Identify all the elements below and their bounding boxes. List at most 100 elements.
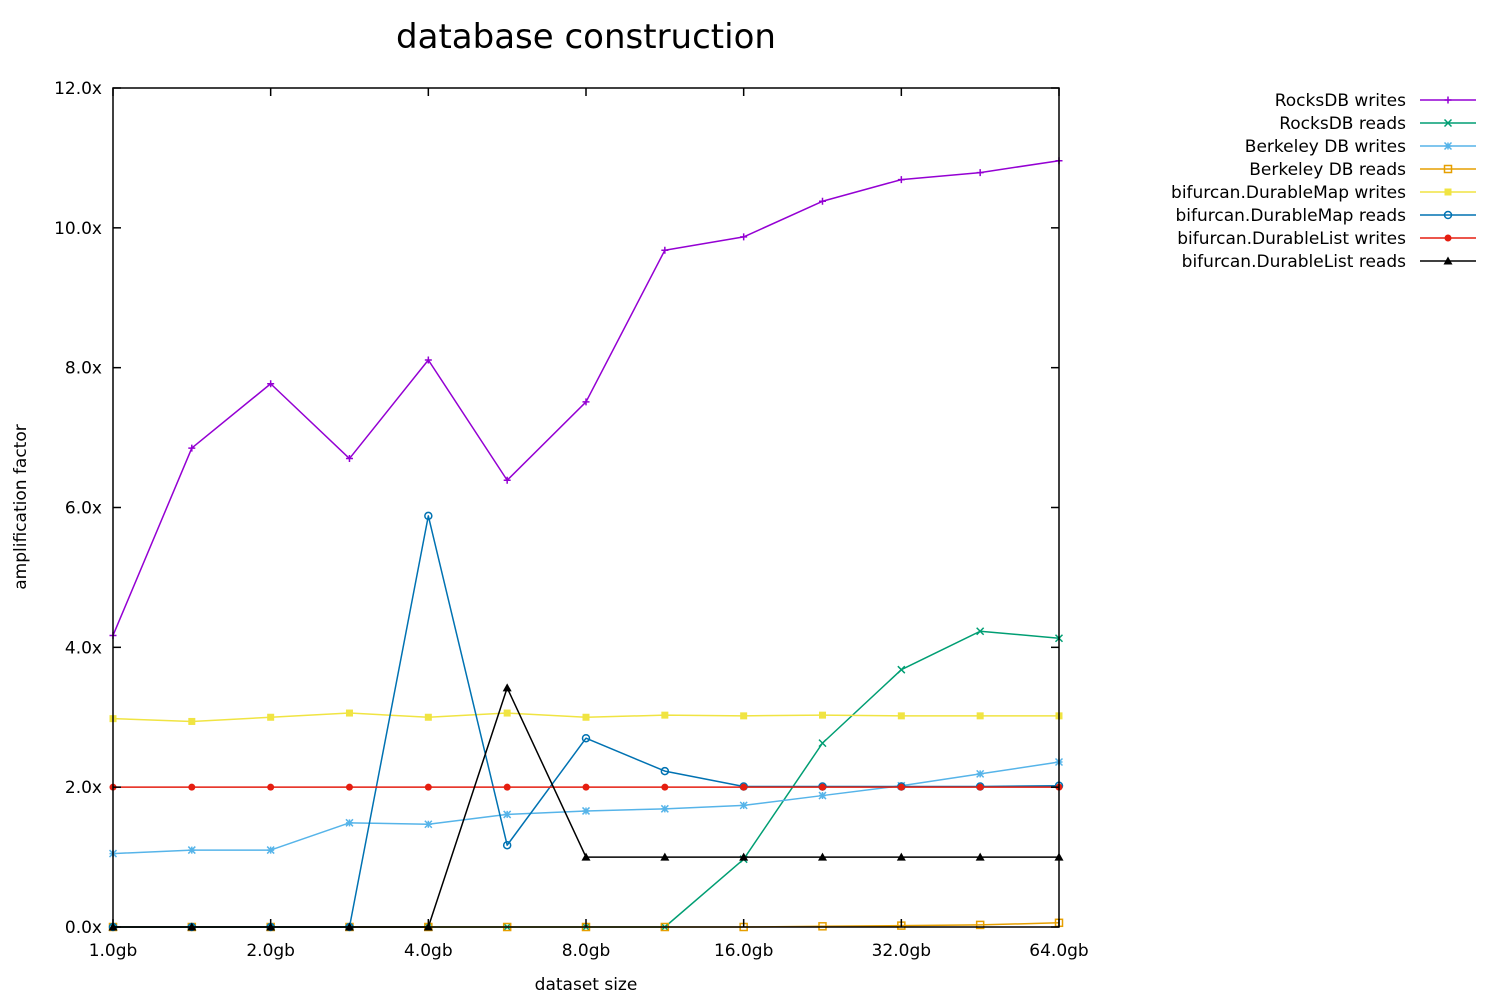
data-point-bifurcan-durablemap-reads: [660, 766, 670, 776]
legend-entry-berkeley-db-writes: Berkeley DB writes: [1245, 137, 1476, 157]
legend-swatch-marker: [1443, 118, 1453, 128]
data-point-rocksdb-writes: [267, 380, 275, 388]
legend-label: RocksDB reads: [1279, 114, 1406, 134]
legend-swatch-marker: [1443, 164, 1453, 174]
legend-label: bifurcan.DurableMap writes: [1171, 183, 1406, 203]
y-axis-label: amplification factor: [11, 424, 31, 589]
x-tick-label: 2.0gb: [246, 941, 295, 961]
data-point-bifurcan-durablelist-writes: [345, 783, 353, 791]
series-layer: [108, 157, 1064, 932]
data-point-bifurcan-durablelist-reads: [502, 683, 512, 692]
data-point-bifurcan-durablemap-writes: [188, 717, 196, 725]
data-point-bifurcan-durablelist-writes: [267, 783, 275, 791]
legend-label: bifurcan.DurableList reads: [1182, 252, 1406, 272]
data-point-bifurcan-durablelist-reads: [975, 852, 985, 861]
series-berkeley-db-writes: [108, 757, 1064, 858]
y-tick-label: 0.0x: [65, 918, 102, 938]
data-point-rocksdb-writes: [582, 398, 590, 406]
x-axis-label: dataset size: [535, 975, 638, 995]
data-point-bifurcan-durablelist-writes: [582, 783, 590, 791]
data-point-rocksdb-writes: [503, 476, 511, 484]
legend-swatch-marker: [1444, 96, 1452, 104]
data-point-berkeley-db-writes: [266, 846, 275, 855]
axis-layer: 0.0x 2.0x 4.0x 6.0x 8.0x 10.0x 12.0x 1.0gb 2.0gb…: [54, 79, 1089, 961]
series-line-bifurcan-durablemap-reads: [113, 515, 1060, 928]
chart-title: database construction: [396, 17, 776, 57]
data-point-bifurcan-durablemap-writes: [582, 713, 590, 721]
series-rocksdb-reads: [108, 627, 1064, 932]
data-point-bifurcan-durablelist-writes: [661, 783, 669, 791]
data-point-bifurcan-durablemap-writes: [424, 713, 432, 721]
data-point-bifurcan-durablemap-writes: [503, 709, 511, 717]
legend-entry-bifurcan-durablelist-reads: bifurcan.DurableList reads: [1182, 252, 1476, 272]
data-point-rocksdb-reads: [897, 665, 906, 674]
series-bifurcan-durablemap-writes: [109, 709, 1063, 725]
data-point-bifurcan-durablemap-reads: [424, 511, 433, 521]
legend-entry-rocksdb-reads: RocksDB reads: [1279, 114, 1476, 134]
series-bifurcan-durablemap-reads: [108, 511, 1064, 932]
legend-entry-rocksdb-writes: RocksDB writes: [1275, 91, 1476, 111]
plot-frame: [112, 87, 1060, 928]
legend-swatch-marker: [1443, 210, 1453, 220]
legend: RocksDB writes RocksDB reads Berkeley DB w…: [1171, 91, 1476, 272]
legend-label: RocksDB writes: [1275, 91, 1406, 111]
legend-swatch-marker: [1444, 234, 1452, 242]
legend-swatch-marker: [1444, 188, 1452, 196]
data-point-bifurcan-durablemap-writes: [661, 711, 669, 719]
x-tick-label: 1.0gb: [89, 941, 138, 961]
data-point-bifurcan-durablemap-writes: [345, 709, 353, 717]
data-point-bifurcan-durablelist-writes: [503, 783, 511, 791]
legend-label: bifurcan.DurableList writes: [1177, 229, 1406, 249]
series-line-rocksdb-writes: [112, 159, 1060, 636]
data-point-rocksdb-writes: [345, 455, 353, 463]
data-point-bifurcan-durablelist-writes: [188, 783, 196, 791]
legend-entry-bifurcan-durablemap-writes: bifurcan.DurableMap writes: [1171, 183, 1476, 203]
data-point-bifurcan-durablelist-writes: [424, 783, 432, 791]
data-point-berkeley-db-writes: [581, 806, 591, 815]
data-point-bifurcan-durablemap-writes: [267, 713, 275, 721]
data-point-rocksdb-writes: [188, 444, 196, 452]
data-point-berkeley-db-writes: [818, 791, 827, 800]
data-point-berkeley-db-writes: [976, 769, 985, 778]
x-tick-label: 16.0gb: [714, 941, 773, 961]
data-point-bifurcan-durablelist-reads: [896, 852, 906, 861]
data-point-berkeley-db-writes: [660, 804, 669, 813]
data-point-bifurcan-durablelist-reads: [817, 852, 827, 861]
data-point-rocksdb-writes: [818, 197, 826, 205]
x-tick-label: 8.0gb: [562, 941, 611, 961]
data-point-rocksdb-reads: [976, 627, 985, 636]
data-point-bifurcan-durablelist-writes: [976, 783, 984, 791]
data-point-rocksdb-writes: [976, 169, 984, 177]
data-point-bifurcan-durablemap-reads: [502, 840, 512, 850]
data-point-bifurcan-durablemap-reads: [581, 733, 591, 743]
series-line-rocksdb-reads: [113, 630, 1060, 928]
x-tick-label: 4.0gb: [404, 941, 453, 961]
data-point-berkeley-db-writes: [424, 820, 433, 829]
data-point-bifurcan-durablelist-writes: [740, 783, 748, 791]
y-tick-label: 10.0x: [54, 219, 102, 239]
data-point-bifurcan-durablelist-writes: [818, 783, 826, 791]
y-tick-label: 8.0x: [65, 359, 102, 379]
legend-swatch-marker: [1443, 141, 1453, 151]
legend-entry-berkeley-db-reads: Berkeley DB reads: [1249, 160, 1476, 180]
y-tick-label: 4.0x: [65, 638, 102, 658]
data-point-bifurcan-durablelist-reads: [739, 852, 749, 861]
legend-label: Berkeley DB writes: [1245, 137, 1406, 157]
data-point-berkeley-db-writes: [345, 818, 354, 827]
data-point-berkeley-db-writes: [187, 846, 196, 855]
data-point-rocksdb-writes: [661, 246, 669, 254]
data-point-bifurcan-durablemap-writes: [818, 711, 826, 719]
series-bifurcan-durablelist-writes: [109, 783, 1063, 791]
x-tick-label: 64.0gb: [1029, 941, 1088, 961]
y-tick-label: 12.0x: [54, 79, 102, 99]
data-point-bifurcan-durablemap-writes: [740, 712, 748, 720]
x-tick-label: 32.0gb: [872, 941, 931, 961]
data-point-rocksdb-reads: [818, 739, 827, 748]
legend-entry-bifurcan-durablemap-reads: bifurcan.DurableMap reads: [1176, 206, 1476, 226]
series-rocksdb-writes: [109, 157, 1063, 639]
data-point-bifurcan-durablelist-writes: [897, 783, 905, 791]
data-point-bifurcan-durablelist-reads: [581, 852, 591, 861]
data-point-berkeley-db-writes: [503, 810, 512, 819]
data-point-berkeley-db-reads: [975, 920, 985, 930]
